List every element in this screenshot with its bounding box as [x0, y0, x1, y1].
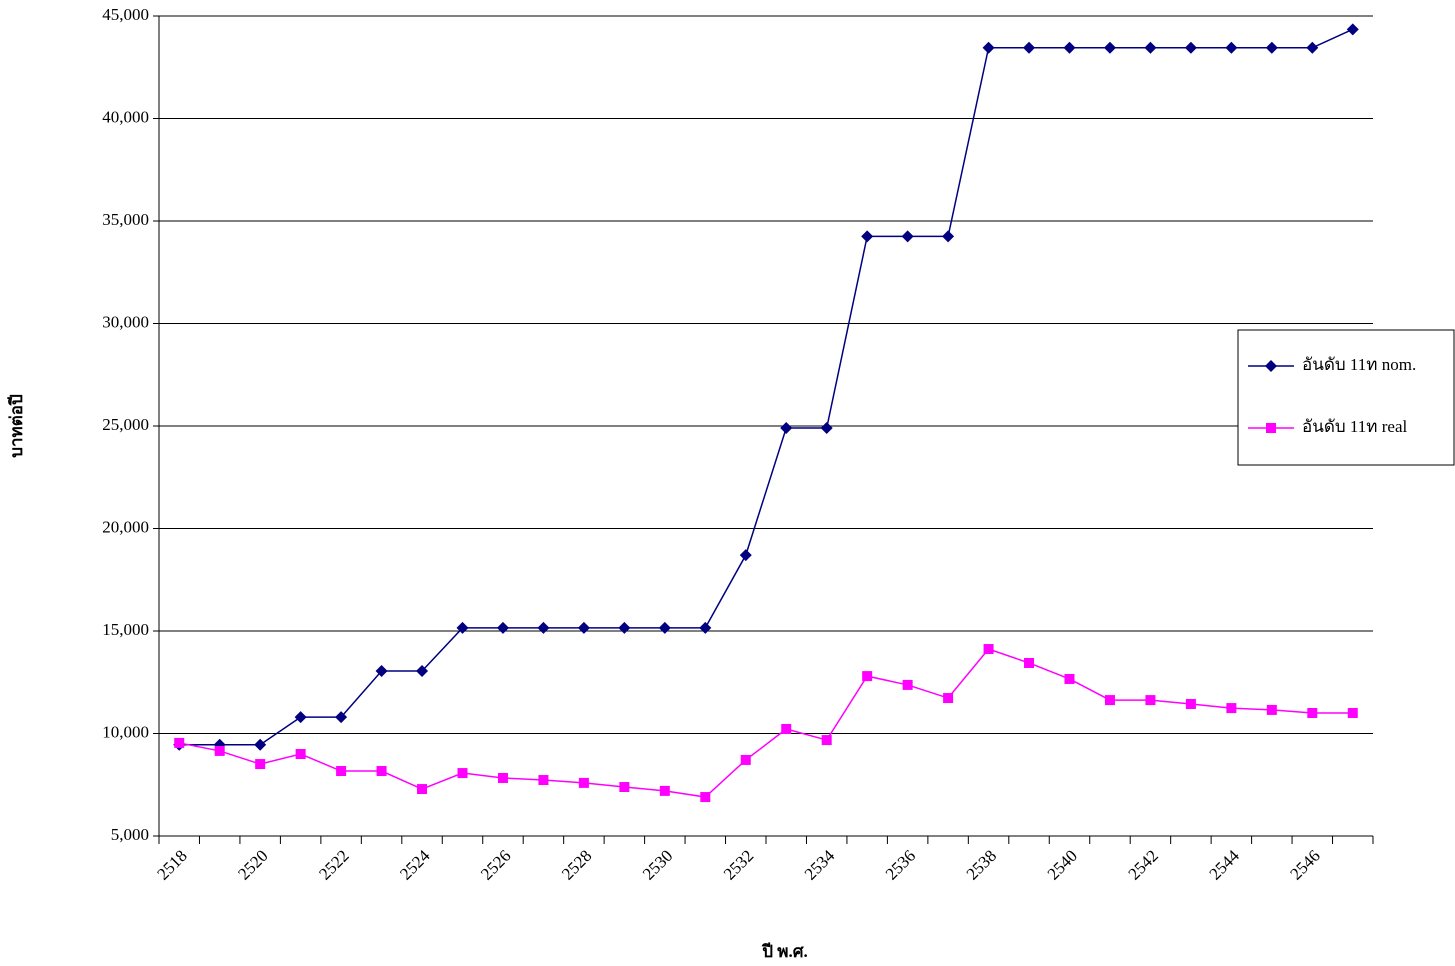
x-tick-label: 2546 — [1286, 846, 1323, 883]
x-tick-label: 2518 — [153, 846, 190, 883]
data-point — [901, 230, 914, 243]
data-point — [577, 621, 590, 634]
legend-marker — [1265, 360, 1277, 372]
data-point — [821, 735, 832, 746]
data-point — [1145, 695, 1156, 706]
data-point — [497, 772, 508, 783]
y-tick-label: 10,000 — [102, 722, 149, 741]
y-tick-label: 45,000 — [102, 5, 149, 24]
data-point — [375, 664, 388, 677]
series-line — [179, 648, 1353, 798]
data-point — [1347, 708, 1358, 718]
y-tick-label: 40,000 — [102, 107, 149, 126]
y-tick-label: 15,000 — [102, 620, 149, 639]
data-point — [1226, 703, 1237, 714]
data-point — [1104, 695, 1115, 706]
data-point — [1225, 41, 1238, 54]
x-tick-label: 2536 — [882, 846, 919, 883]
data-point — [700, 792, 711, 803]
series-line — [179, 28, 1354, 746]
data-point — [862, 671, 873, 682]
data-point — [1346, 23, 1359, 36]
data-point — [820, 422, 833, 435]
legend-marker — [1266, 423, 1276, 433]
data-point — [740, 754, 751, 765]
data-point — [780, 422, 793, 435]
x-tick-label: 2540 — [1044, 846, 1081, 883]
x-tick-label: 2520 — [234, 846, 271, 883]
data-point — [578, 777, 589, 788]
data-point — [255, 759, 266, 770]
data-point — [1103, 41, 1116, 54]
data-point — [335, 711, 348, 724]
x-tick-label: 2538 — [963, 846, 1000, 883]
y-tick-label: 25,000 — [102, 415, 149, 434]
data-point — [658, 621, 671, 634]
legend-box — [1237, 329, 1455, 466]
data-point — [538, 775, 549, 786]
data-point — [1024, 657, 1035, 668]
x-tick-label: 2544 — [1205, 846, 1243, 884]
legend-label: อันดับ 11ท real — [1302, 417, 1407, 436]
x-axis-title: ปี พ.ศ. — [761, 941, 807, 961]
data-point — [982, 41, 995, 54]
x-tick-label: 2524 — [396, 846, 434, 884]
data-point — [417, 784, 428, 795]
legend-label: อันดับ 11ท nom. — [1302, 355, 1416, 374]
data-point — [1306, 41, 1319, 54]
data-point — [699, 621, 712, 634]
data-point — [416, 664, 429, 677]
data-point — [1064, 673, 1075, 684]
data-point — [1307, 708, 1318, 718]
data-point — [1265, 41, 1278, 54]
data-point — [619, 782, 630, 793]
data-point — [943, 693, 954, 704]
data-point — [457, 768, 468, 779]
y-tick-label: 35,000 — [102, 210, 149, 229]
data-point — [376, 766, 387, 777]
x-tick-label: 2542 — [1125, 846, 1162, 883]
x-tick-label: 2526 — [477, 846, 514, 883]
data-point — [739, 549, 752, 562]
data-point — [1184, 41, 1197, 54]
data-point — [295, 749, 306, 759]
data-point — [659, 785, 670, 796]
data-point — [983, 644, 994, 655]
data-point — [254, 738, 267, 751]
x-tick-label: 2530 — [639, 846, 676, 883]
data-point — [294, 711, 307, 724]
y-tick-label: 5,000 — [111, 825, 149, 844]
data-point — [861, 230, 874, 243]
y-tick-label: 30,000 — [102, 312, 149, 331]
x-tick-label: 2528 — [558, 846, 595, 883]
data-point — [214, 745, 225, 756]
data-point — [618, 621, 631, 634]
data-point — [781, 723, 792, 734]
x-tick-label: 2522 — [315, 846, 352, 883]
data-point — [942, 230, 955, 243]
data-point — [902, 679, 913, 690]
data-point — [1023, 41, 1036, 54]
data-point — [456, 621, 469, 634]
data-point — [336, 766, 347, 777]
x-tick-label: 2534 — [801, 846, 839, 884]
data-point — [1144, 41, 1157, 54]
data-point — [1266, 704, 1277, 715]
data-point — [537, 621, 550, 634]
data-point — [174, 737, 185, 748]
data-point — [496, 621, 509, 634]
x-tick-label: 2532 — [720, 846, 757, 883]
y-axis-title: บาทต่อปี — [6, 394, 26, 458]
y-tick-label: 20,000 — [102, 517, 149, 536]
data-point — [1063, 41, 1076, 54]
data-point — [1185, 698, 1196, 709]
